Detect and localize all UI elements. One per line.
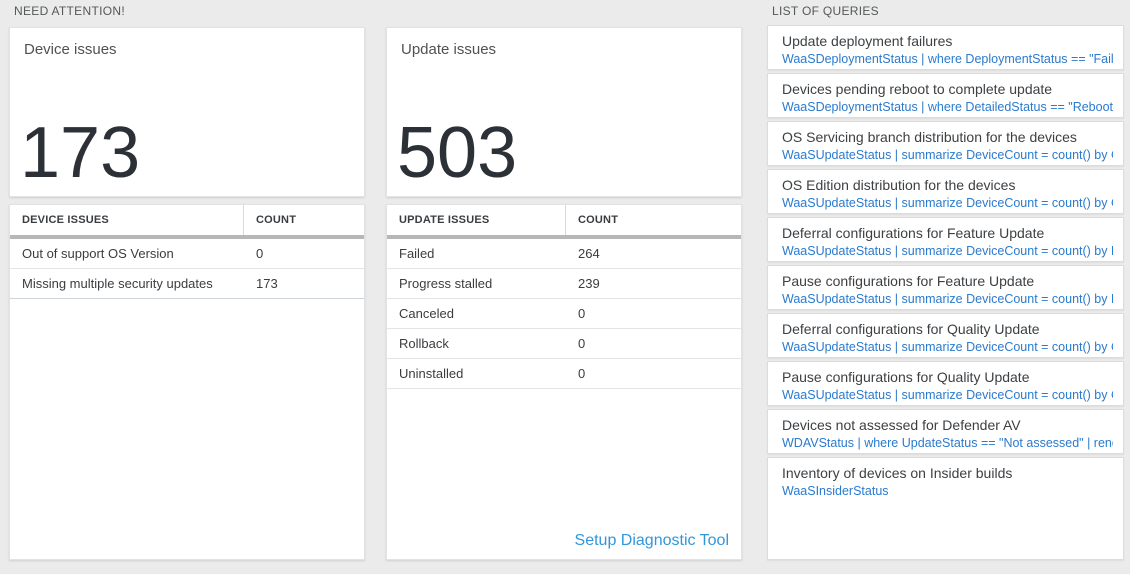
query-title: OS Edition distribution for the devices — [782, 177, 1016, 193]
query-title: OS Servicing branch distribution for the… — [782, 129, 1077, 145]
table-header-bar — [387, 235, 741, 239]
table-row[interactable]: Progress stalled 239 — [387, 269, 741, 299]
query-list-item[interactable]: Inventory of devices on Insider builds W… — [767, 457, 1124, 560]
row-label: Out of support OS Version — [22, 246, 174, 261]
row-label: Canceled — [399, 306, 454, 321]
query-text: WaaSUpdateStatus | summarize DeviceCount… — [782, 292, 1113, 306]
device-issues-count: 173 — [20, 113, 141, 194]
query-text: WaaSDeploymentStatus | where DetailedSta… — [782, 100, 1113, 114]
row-count: 0 — [256, 246, 264, 261]
row-count: 173 — [256, 276, 278, 291]
query-text: WaaSUpdateStatus | summarize DeviceCount… — [782, 388, 1113, 402]
column-header-device-issues: DEVICE ISSUES — [10, 205, 244, 235]
column-header-update-issues: UPDATE ISSUES — [387, 205, 566, 235]
query-text: WaaSUpdateStatus | summarize DeviceCount… — [782, 196, 1113, 210]
update-issues-tile[interactable]: Update issues 503 — [386, 27, 742, 197]
query-text: WaaSUpdateStatus | summarize DeviceCount… — [782, 148, 1113, 162]
row-count: 264 — [578, 246, 600, 261]
query-text: WaaSUpdateStatus | summarize DeviceCount… — [782, 340, 1113, 354]
row-label: Missing multiple security updates — [22, 276, 213, 291]
query-title: Devices not assessed for Defender AV — [782, 417, 1021, 433]
query-title: Deferral configurations for Quality Upda… — [782, 321, 1040, 337]
column-header-count: COUNT — [256, 214, 297, 226]
row-label: Uninstalled — [399, 366, 464, 381]
table-header-bar — [10, 235, 364, 239]
queries-list: Update deployment failures WaaSDeploymen… — [767, 25, 1124, 560]
table-row[interactable]: Uninstalled 0 — [387, 359, 741, 389]
table-row[interactable]: Missing multiple security updates 173 — [10, 269, 364, 299]
column-header-count: COUNT — [578, 214, 619, 226]
query-title: Inventory of devices on Insider builds — [782, 465, 1013, 481]
section-label-list-of-queries: LIST OF QUERIES — [772, 4, 879, 18]
query-title: Devices pending reboot to complete updat… — [782, 81, 1053, 97]
query-text: WaaSInsiderStatus — [782, 484, 889, 498]
query-text: WaaSUpdateStatus | summarize DeviceCount… — [782, 244, 1113, 258]
update-issues-table: UPDATE ISSUES COUNT Failed 264 Progress … — [386, 204, 742, 560]
query-list-item[interactable]: OS Edition distribution for the devices … — [767, 169, 1124, 214]
device-issues-table-header: DEVICE ISSUES COUNT — [10, 205, 364, 235]
query-list-item[interactable]: Deferral configurations for Feature Upda… — [767, 217, 1124, 262]
query-list-item[interactable]: Pause configurations for Quality Update … — [767, 361, 1124, 406]
table-row[interactable]: Canceled 0 — [387, 299, 741, 329]
row-count: 0 — [578, 366, 586, 381]
query-title: Update deployment failures — [782, 33, 953, 49]
query-list-item[interactable]: Deferral configurations for Quality Upda… — [767, 313, 1124, 358]
row-count: 0 — [578, 306, 586, 321]
query-text: WDAVStatus | where UpdateStatus == "Not … — [782, 436, 1113, 450]
row-count: 239 — [578, 276, 600, 291]
query-list-item[interactable]: Update deployment failures WaaSDeploymen… — [767, 25, 1124, 70]
row-label: Failed — [399, 246, 435, 261]
table-row[interactable]: Out of support OS Version 0 — [10, 239, 364, 269]
update-issues-count: 503 — [397, 113, 518, 194]
query-list-item[interactable]: Devices pending reboot to complete updat… — [767, 73, 1124, 118]
table-row[interactable]: Rollback 0 — [387, 329, 741, 359]
row-label: Rollback — [399, 336, 449, 351]
device-issues-tile[interactable]: Device issues 173 — [9, 27, 365, 197]
query-title: Pause configurations for Quality Update — [782, 369, 1030, 385]
row-count: 0 — [578, 336, 586, 351]
table-row[interactable]: Failed 264 — [387, 239, 741, 269]
update-issues-title: Update issues — [401, 41, 497, 58]
query-list-item[interactable]: Pause configurations for Feature Update … — [767, 265, 1124, 310]
query-title: Deferral configurations for Feature Upda… — [782, 225, 1045, 241]
query-text: WaaSDeploymentStatus | where DeploymentS… — [782, 52, 1113, 66]
update-issues-table-header: UPDATE ISSUES COUNT — [387, 205, 741, 235]
device-issues-table: DEVICE ISSUES COUNT Out of support OS Ve… — [9, 204, 365, 560]
setup-diagnostic-tool-link[interactable]: Setup Diagnostic Tool — [574, 532, 729, 549]
query-list-item[interactable]: OS Servicing branch distribution for the… — [767, 121, 1124, 166]
device-issues-title: Device issues — [24, 41, 117, 58]
query-title: Pause configurations for Feature Update — [782, 273, 1035, 289]
section-label-need-attention: NEED ATTENTION! — [14, 4, 125, 18]
query-list-item[interactable]: Devices not assessed for Defender AV WDA… — [767, 409, 1124, 454]
row-label: Progress stalled — [399, 276, 493, 291]
